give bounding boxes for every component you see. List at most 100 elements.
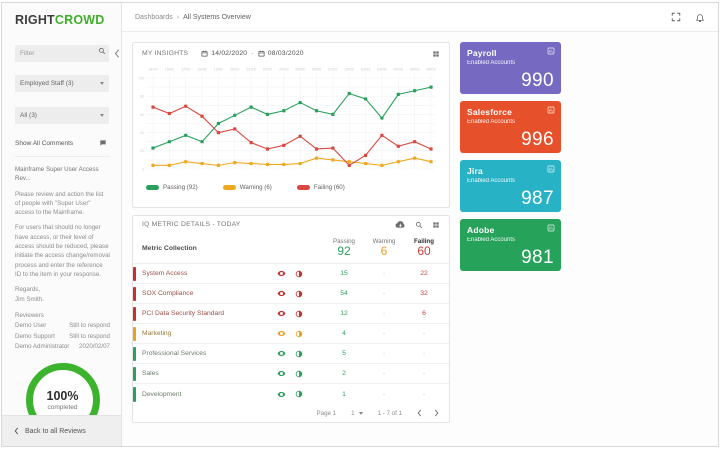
dashboard-content: MY INSIGHTS 14/02/2020 - 08/03/2020 (122, 32, 718, 446)
kpi-value: 990 (521, 70, 554, 91)
breadcrumb-dashboards[interactable]: Dashboards (135, 13, 173, 21)
eye-icon[interactable] (277, 370, 286, 377)
logo-text-crowd: CROWD (54, 13, 105, 27)
metric-name: Sales (142, 370, 159, 377)
reviewer-status: Still to respond (69, 322, 110, 330)
eye-icon[interactable] (277, 270, 286, 277)
svg-text:08/03: 08/03 (426, 68, 436, 72)
passing-value: 15 (340, 270, 348, 277)
passing-value: 4 (342, 330, 346, 337)
bell-icon[interactable] (695, 12, 705, 23)
total-warning: 6 (380, 243, 388, 258)
cloud-download-icon[interactable] (395, 220, 406, 229)
pie-chart-icon[interactable] (295, 390, 303, 398)
table-row[interactable]: Development 1 - - (133, 384, 449, 404)
failing-value: - (422, 370, 426, 377)
svg-text:03/03: 03/03 (377, 68, 387, 72)
staff-dropdown[interactable]: Employed Staff (3) (15, 75, 109, 92)
kpi-title: Salesforce (467, 107, 512, 117)
pie-chart-icon[interactable] (295, 290, 303, 298)
kpi-card-adobe[interactable]: Adobe Enabled Accounts 981 (460, 219, 561, 271)
chevron-down-icon (358, 411, 363, 415)
legend-label: Failing (60) (313, 184, 345, 191)
chart-legend: Passing (92) Warning (6) Failing (60) (133, 184, 449, 191)
review-regards: Regards, (15, 286, 41, 294)
svg-text:22/02: 22/02 (263, 68, 273, 72)
pie-chart-icon[interactable] (295, 370, 303, 378)
eye-icon[interactable] (277, 330, 286, 337)
column-failing: Failing 60 (403, 238, 445, 259)
date-from-picker[interactable]: 14/02/2020 (201, 50, 247, 57)
table-row[interactable]: Professional Services 5 - - (133, 344, 449, 364)
progress-donut: 100% completed (25, 363, 100, 415)
kpi-card-salesforce[interactable]: Salesforce Enabled Accounts 996 (460, 101, 561, 153)
calendar-icon (201, 50, 208, 57)
search-small-icon[interactable] (415, 221, 423, 229)
metric-details-title: IQ METRIC DETAILS - TODAY (142, 221, 241, 228)
kpi-subtitle: Enabled Accounts (467, 236, 516, 243)
kpi-card-jira[interactable]: Jira Enabled Accounts 987 (460, 160, 561, 212)
passing-value: 2 (342, 370, 346, 377)
svg-text:40: 40 (140, 131, 144, 135)
sidebar-collapse-icon[interactable] (114, 49, 120, 58)
grid-icon[interactable] (432, 50, 440, 58)
column-metric-collection: Metric Collection (142, 244, 197, 252)
pie-chart-icon[interactable] (295, 270, 303, 278)
prev-page-icon[interactable] (417, 409, 422, 417)
chart-tile-icon (547, 106, 555, 114)
date-from-value: 14/02/2020 (211, 50, 248, 57)
review-message: Mainframe Super User Access Rev... Pleas… (15, 156, 110, 304)
eye-icon[interactable] (277, 290, 286, 297)
legend-label: Passing (92) (163, 184, 198, 191)
chevron-down-icon (100, 82, 104, 85)
warning-value: - (382, 330, 386, 337)
fullscreen-icon[interactable] (671, 12, 681, 22)
kpi-title: Jira (467, 166, 483, 176)
metric-details-card: IQ METRIC DETAILS - TODAY Metric Collect… (132, 215, 450, 423)
reviewer-status: 2020/02/07 (79, 343, 110, 351)
failing-value: 6 (422, 310, 426, 317)
table-row[interactable]: PCI Data Security Standard 12 - 6 (133, 304, 449, 324)
eye-icon[interactable] (277, 310, 286, 317)
legend-item-failing[interactable]: Failing (60) (296, 184, 345, 191)
pie-chart-icon[interactable] (295, 330, 303, 338)
kpi-card-payroll[interactable]: Payroll Enabled Accounts 990 (460, 42, 561, 94)
svg-text:19/02: 19/02 (214, 68, 224, 72)
progress-donut-wrap: 100% completed (15, 363, 110, 415)
progress-value: 100% (46, 389, 79, 404)
column-warning: Warning 6 (365, 238, 403, 259)
show-all-comments[interactable]: Show All Comments (15, 139, 110, 147)
status-bar (133, 346, 136, 361)
svg-text:01/03: 01/03 (361, 68, 371, 72)
filter-input[interactable] (15, 45, 109, 62)
metric-name: Marketing (142, 330, 172, 337)
passing-swatch (146, 185, 159, 190)
grid-icon[interactable] (432, 221, 440, 229)
calendar-icon (258, 50, 265, 57)
table-row[interactable]: Marketing 4 - - (133, 324, 449, 344)
svg-text:100: 100 (138, 76, 144, 80)
reviewer-row: Demo User Still to respond (15, 322, 110, 329)
kpi-title: Payroll (467, 48, 497, 58)
table-row[interactable]: Sales 2 - - (133, 364, 449, 384)
search-icon[interactable] (98, 47, 106, 55)
warning-value: - (382, 390, 386, 398)
svg-text:15/02: 15/02 (165, 68, 175, 72)
next-page-icon[interactable] (434, 409, 439, 417)
scope-dropdown[interactable]: All (3) (15, 107, 109, 124)
pie-chart-icon[interactable] (295, 310, 303, 318)
table-row[interactable]: System Access 15 - 22 (133, 264, 449, 284)
eye-icon[interactable] (277, 391, 286, 398)
date-to-picker[interactable]: 08/03/2020 (258, 50, 304, 57)
back-to-reviews-button[interactable]: Back to all Reviews (2, 415, 121, 446)
svg-text:04/03: 04/03 (394, 68, 404, 72)
legend-item-passing[interactable]: Passing (92) (146, 184, 198, 191)
comment-icon[interactable] (99, 139, 107, 147)
eye-icon[interactable] (277, 350, 286, 357)
table-row[interactable]: SOX Compliance 54 - 32 (133, 284, 449, 304)
page-size-dropdown[interactable]: 1 (351, 410, 363, 417)
reviewer-name: Demo Support (15, 332, 55, 340)
legend-item-warning[interactable]: Warning (6) (222, 184, 272, 191)
pie-chart-icon[interactable] (295, 350, 303, 358)
